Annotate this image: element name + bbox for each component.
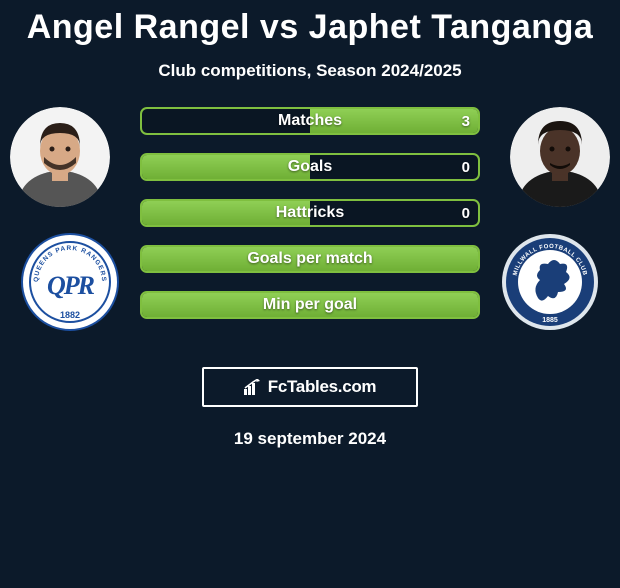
svg-text:1885: 1885 xyxy=(542,317,558,324)
comparison-stage: QUEENS PARK RANGERS QPR 1882 MILLWALL FO… xyxy=(0,107,620,367)
stat-bars: Matches3Goals0Hattricks0Goals per matchM… xyxy=(140,107,480,337)
stat-bar: Goals per match xyxy=(140,245,480,273)
player-left-avatar xyxy=(10,107,110,207)
stat-bar-label: Goals per match xyxy=(142,247,478,271)
stat-bar-label: Matches xyxy=(142,109,478,133)
stat-bar-label: Hattricks xyxy=(142,201,478,225)
stat-bar-label: Goals xyxy=(142,155,478,179)
watermark-text: FcTables.com xyxy=(268,377,377,397)
stat-bar: Matches3 xyxy=(140,107,480,135)
snapshot-date: 19 september 2024 xyxy=(0,429,620,449)
watermark: FcTables.com xyxy=(202,367,418,407)
comparison-title: Angel Rangel vs Japhet Tanganga xyxy=(0,8,620,47)
stat-bar-value-right: 3 xyxy=(462,109,470,133)
stat-bar: Hattricks0 xyxy=(140,199,480,227)
club-right-crest: MILLWALL FOOTBALL CLUB 1885 xyxy=(500,232,600,332)
stat-bar-value-right: 0 xyxy=(462,155,470,179)
stat-bar: Goals0 xyxy=(140,153,480,181)
stat-bar-value-right: 0 xyxy=(462,201,470,225)
comparison-subtitle: Club competitions, Season 2024/2025 xyxy=(0,61,620,81)
stat-bar: Min per goal xyxy=(140,291,480,319)
svg-text:1882: 1882 xyxy=(60,310,80,320)
club-left-crest: QUEENS PARK RANGERS QPR 1882 xyxy=(20,232,120,332)
svg-text:QPR: QPR xyxy=(47,271,95,300)
stat-bar-label: Min per goal xyxy=(142,293,478,317)
player-right-avatar xyxy=(510,107,610,207)
chart-icon xyxy=(244,379,262,395)
